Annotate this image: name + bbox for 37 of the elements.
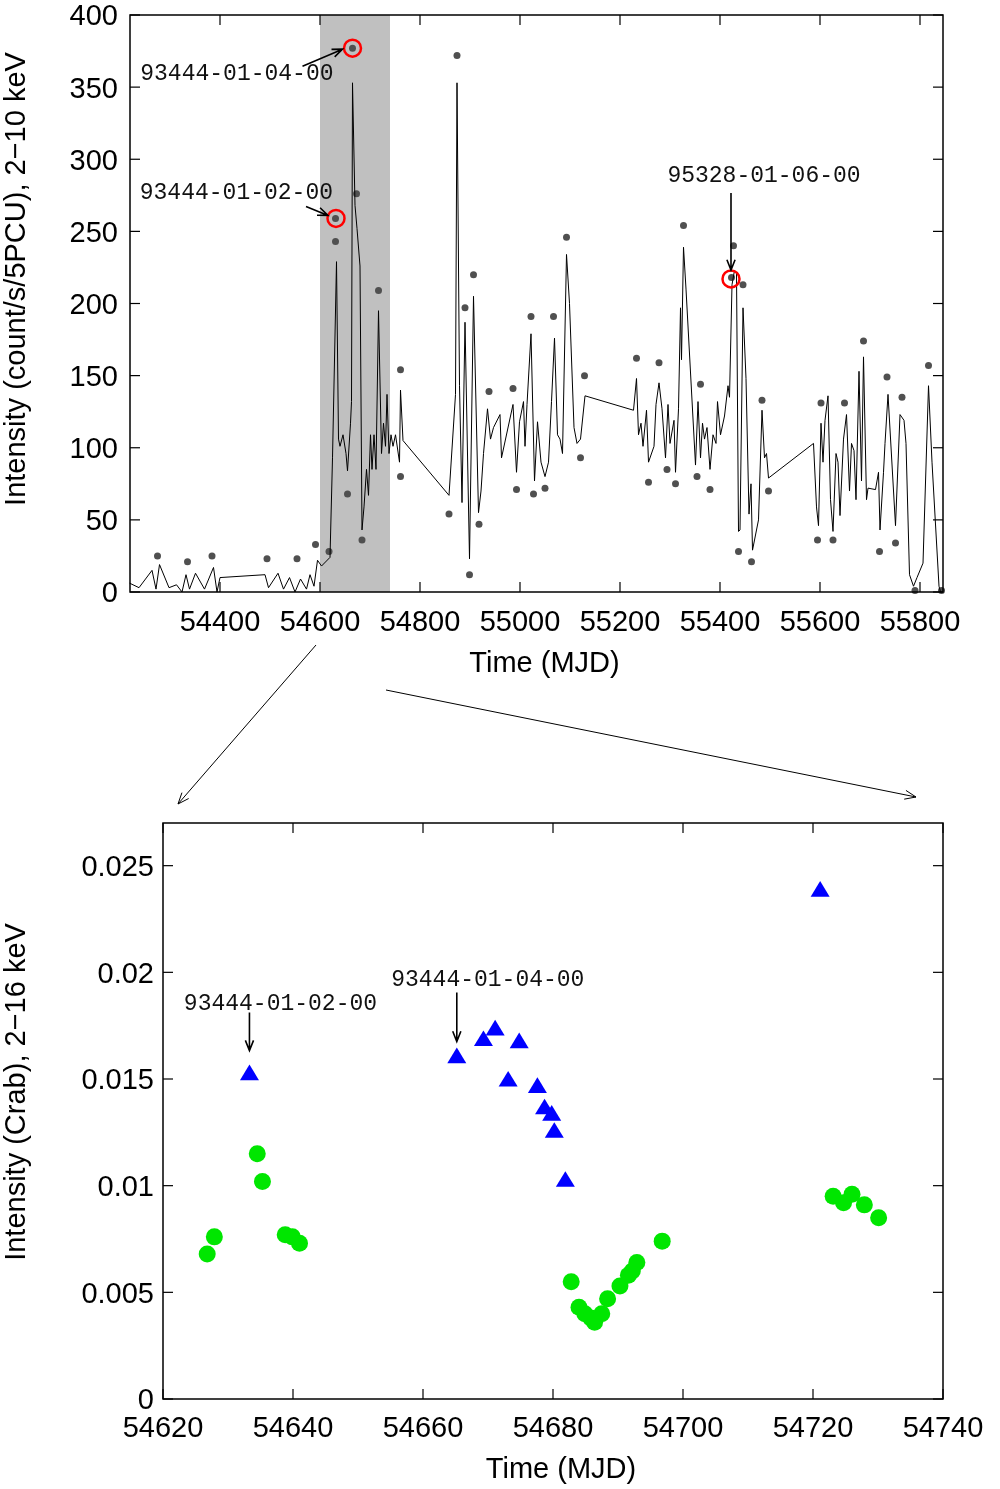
annotation: 93444-01-02-00 bbox=[139, 180, 333, 207]
y-tick-label: 0.01 bbox=[97, 1170, 154, 1203]
y-axis-title: Intensity (count/s/5PCU), 2−10 keV bbox=[0, 51, 31, 506]
y-tick-label: 350 bbox=[69, 71, 118, 104]
y-tick-label: 0 bbox=[101, 576, 118, 609]
x-tick-label: 54680 bbox=[512, 1411, 594, 1443]
x-axis-title: Time (MJD) bbox=[469, 646, 620, 678]
x-axis-title: Time (MJD) bbox=[485, 1452, 637, 1484]
y-tick-label: 0.015 bbox=[81, 1063, 154, 1096]
x-tick-label: 54600 bbox=[279, 605, 361, 637]
annotation: 95328-01-06-00 bbox=[667, 162, 861, 189]
y-tick-label: 250 bbox=[69, 215, 118, 248]
annotation: 93444-01-02-00 bbox=[183, 990, 378, 1017]
y-axis-title: Intensity (Crab), 2−16 keV bbox=[0, 922, 31, 1261]
x-tick-label: 55200 bbox=[579, 605, 661, 637]
x-tick-label: 54400 bbox=[179, 605, 261, 637]
annotation: 93444-01-04-00 bbox=[140, 61, 334, 88]
annotation: 93444-01-04-00 bbox=[391, 966, 585, 993]
y-tick-label: 400 bbox=[69, 0, 118, 32]
x-tick-label: 54800 bbox=[379, 605, 461, 637]
y-tick-label: 0.025 bbox=[81, 850, 154, 883]
x-tick-label: 55000 bbox=[479, 605, 561, 637]
y-tick-label: 0.005 bbox=[81, 1276, 154, 1309]
x-tick-label: 55600 bbox=[779, 605, 861, 637]
y-tick-label: 0.02 bbox=[97, 956, 154, 989]
y-tick-label: 200 bbox=[69, 287, 118, 320]
y-tick-label: 50 bbox=[85, 504, 118, 537]
x-tick-label: 54740 bbox=[902, 1411, 984, 1443]
y-tick-label: 100 bbox=[69, 432, 118, 465]
x-tick-label: 54720 bbox=[772, 1411, 854, 1443]
x-tick-label: 55800 bbox=[879, 605, 961, 637]
y-tick-label: 300 bbox=[69, 143, 118, 176]
y-tick-label: 150 bbox=[69, 360, 118, 393]
x-tick-label: 55400 bbox=[679, 605, 761, 637]
x-tick-label: 54660 bbox=[382, 1411, 464, 1443]
x-tick-label: 54700 bbox=[642, 1411, 724, 1443]
x-tick-label: 54640 bbox=[252, 1411, 334, 1443]
